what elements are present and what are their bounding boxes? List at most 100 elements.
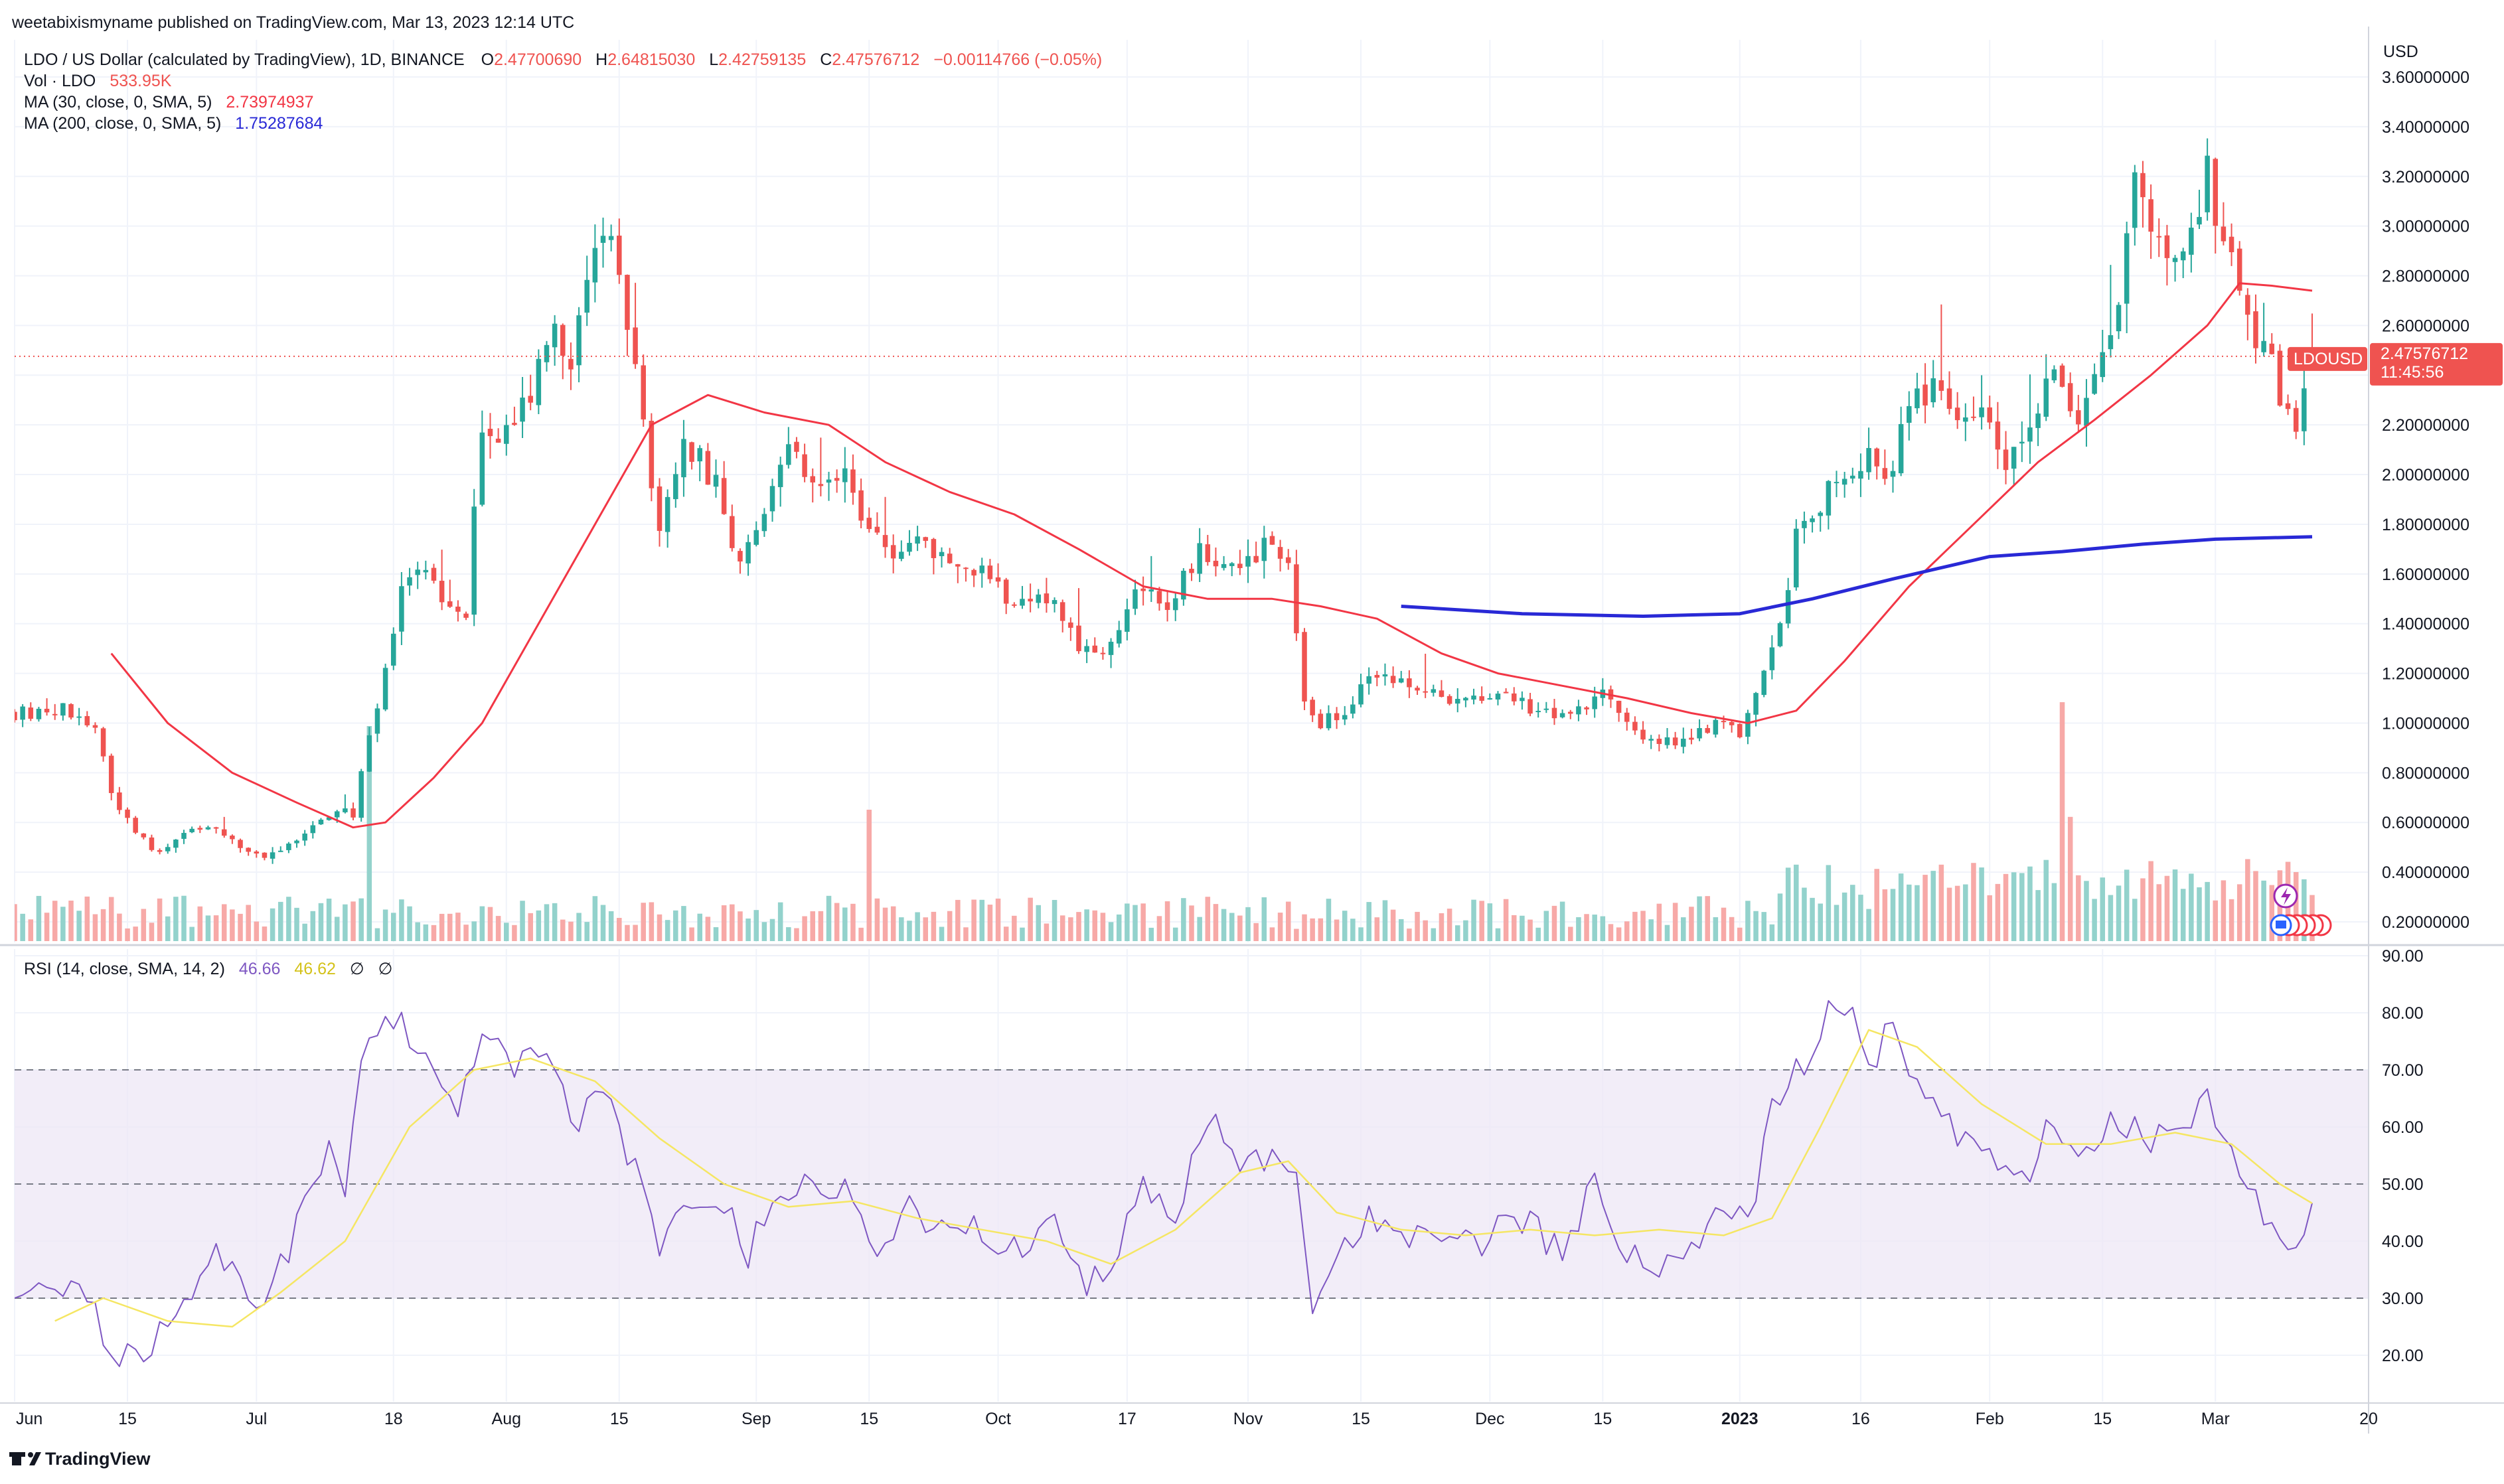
candle-body[interactable]	[665, 496, 670, 532]
candle-body[interactable]	[810, 476, 816, 482]
volume-bar[interactable]	[568, 921, 574, 941]
candle-body[interactable]	[1576, 706, 1581, 715]
candle-body[interactable]	[2043, 378, 2049, 417]
volume-bar[interactable]	[584, 922, 589, 941]
candle-body[interactable]	[1632, 721, 1638, 731]
volume-bar[interactable]	[2180, 889, 2186, 941]
flag-icon-group[interactable]	[2270, 914, 2332, 936]
candle-body[interactable]	[633, 327, 638, 364]
volume-bar[interactable]	[2213, 900, 2219, 941]
candle-body[interactable]	[1858, 471, 1863, 479]
volume-bar[interactable]	[439, 913, 445, 941]
volume-bar[interactable]	[1366, 902, 1371, 941]
candle-body[interactable]	[1721, 721, 1727, 723]
volume-bar[interactable]	[1125, 903, 1130, 941]
volume-bar[interactable]	[625, 925, 630, 941]
volume-bar[interactable]	[2100, 877, 2106, 941]
volume-bar[interactable]	[92, 914, 98, 941]
candle-body[interactable]	[2164, 235, 2170, 258]
volume-bar[interactable]	[745, 918, 751, 941]
volume-bar[interactable]	[133, 927, 138, 941]
candle-body[interactable]	[1535, 711, 1541, 713]
candle-body[interactable]	[745, 542, 751, 563]
candle-body[interactable]	[1850, 475, 1855, 479]
candle-body[interactable]	[1922, 384, 1928, 406]
candle-body[interactable]	[923, 537, 929, 541]
candle-body[interactable]	[1874, 448, 1879, 467]
volume-bar[interactable]	[471, 921, 477, 941]
volume-bar[interactable]	[1374, 917, 1380, 941]
candle-body[interactable]	[221, 829, 227, 836]
volume-bar[interactable]	[504, 923, 509, 941]
volume-bar[interactable]	[1140, 903, 1146, 941]
candle-body[interactable]	[1342, 715, 1348, 720]
candle-body[interactable]	[560, 325, 566, 356]
volume-bar[interactable]	[1334, 919, 1340, 941]
candle-body[interactable]	[512, 423, 517, 425]
volume-bar[interactable]	[1769, 924, 1775, 941]
volume-bar[interactable]	[617, 918, 622, 941]
candle-body[interactable]	[1012, 604, 1017, 606]
candle-body[interactable]	[1672, 737, 1678, 746]
candle-body[interactable]	[1221, 563, 1227, 568]
volume-bar[interactable]	[157, 898, 163, 941]
volume-bar[interactable]	[270, 908, 275, 941]
ma30-legend[interactable]: MA (30, close, 0, SMA, 5) 2.73974937	[24, 93, 313, 111]
volume-bar[interactable]	[2124, 869, 2130, 941]
candle-body[interactable]	[374, 708, 380, 734]
volume-bar[interactable]	[407, 906, 412, 941]
candle-body[interactable]	[536, 358, 542, 406]
candle-body[interactable]	[149, 837, 155, 850]
candle-body[interactable]	[181, 832, 187, 839]
volume-bar[interactable]	[2269, 885, 2275, 941]
candle-body[interactable]	[382, 668, 388, 709]
volume-bar[interactable]	[1979, 867, 1984, 941]
candle-body[interactable]	[818, 484, 824, 486]
candle-body[interactable]	[649, 421, 655, 488]
candle-body[interactable]	[351, 808, 356, 818]
candle-body[interactable]	[1697, 728, 1702, 739]
volume-bar[interactable]	[1261, 897, 1267, 941]
volume-bar[interactable]	[633, 925, 638, 941]
volume-bar[interactable]	[1148, 927, 1154, 941]
candle-body[interactable]	[173, 839, 179, 848]
candle-body[interactable]	[270, 852, 275, 859]
candle-body[interactable]	[1020, 599, 1025, 606]
candle-body[interactable]	[1382, 674, 1388, 677]
candle-body[interactable]	[399, 586, 404, 632]
volume-bar[interactable]	[431, 925, 437, 941]
volume-bar[interactable]	[1971, 863, 1976, 941]
candle-body[interactable]	[1592, 696, 1597, 709]
volume-bar[interactable]	[1253, 923, 1259, 941]
volume-bar[interactable]	[1269, 927, 1275, 941]
volume-bar[interactable]	[1350, 919, 1356, 941]
volume-bar[interactable]	[2011, 872, 2017, 941]
candle-body[interactable]	[600, 236, 606, 243]
candle-body[interactable]	[157, 850, 163, 852]
candle-body[interactable]	[1495, 694, 1501, 700]
candle-body[interactable]	[979, 565, 985, 573]
volume-bar[interactable]	[600, 905, 606, 941]
volume-bar[interactable]	[2148, 861, 2153, 941]
volume-bar[interactable]	[149, 923, 155, 941]
volume-bar[interactable]	[2132, 899, 2138, 941]
candle-body[interactable]	[1116, 630, 1122, 644]
volume-bar[interactable]	[858, 927, 864, 941]
candle-body[interactable]	[2189, 227, 2194, 255]
candle-body[interactable]	[738, 551, 743, 561]
volume-bar[interactable]	[826, 895, 832, 941]
candle-body[interactable]	[1866, 448, 1871, 473]
volume-bar[interactable]	[608, 911, 614, 941]
volume-bar[interactable]	[382, 909, 388, 941]
volume-bar[interactable]	[294, 907, 299, 941]
candle-body[interactable]	[246, 848, 251, 852]
volume-bar[interactable]	[1189, 905, 1194, 941]
volume-bar[interactable]	[1954, 885, 1960, 941]
volume-bar[interactable]	[28, 919, 34, 941]
volume-bar[interactable]	[374, 928, 380, 941]
volume-bar[interactable]	[1624, 921, 1630, 941]
candle-body[interactable]	[2285, 403, 2291, 409]
candle-body[interactable]	[197, 828, 203, 830]
volume-bar[interactable]	[455, 913, 461, 941]
volume-bar[interactable]	[2076, 875, 2081, 941]
